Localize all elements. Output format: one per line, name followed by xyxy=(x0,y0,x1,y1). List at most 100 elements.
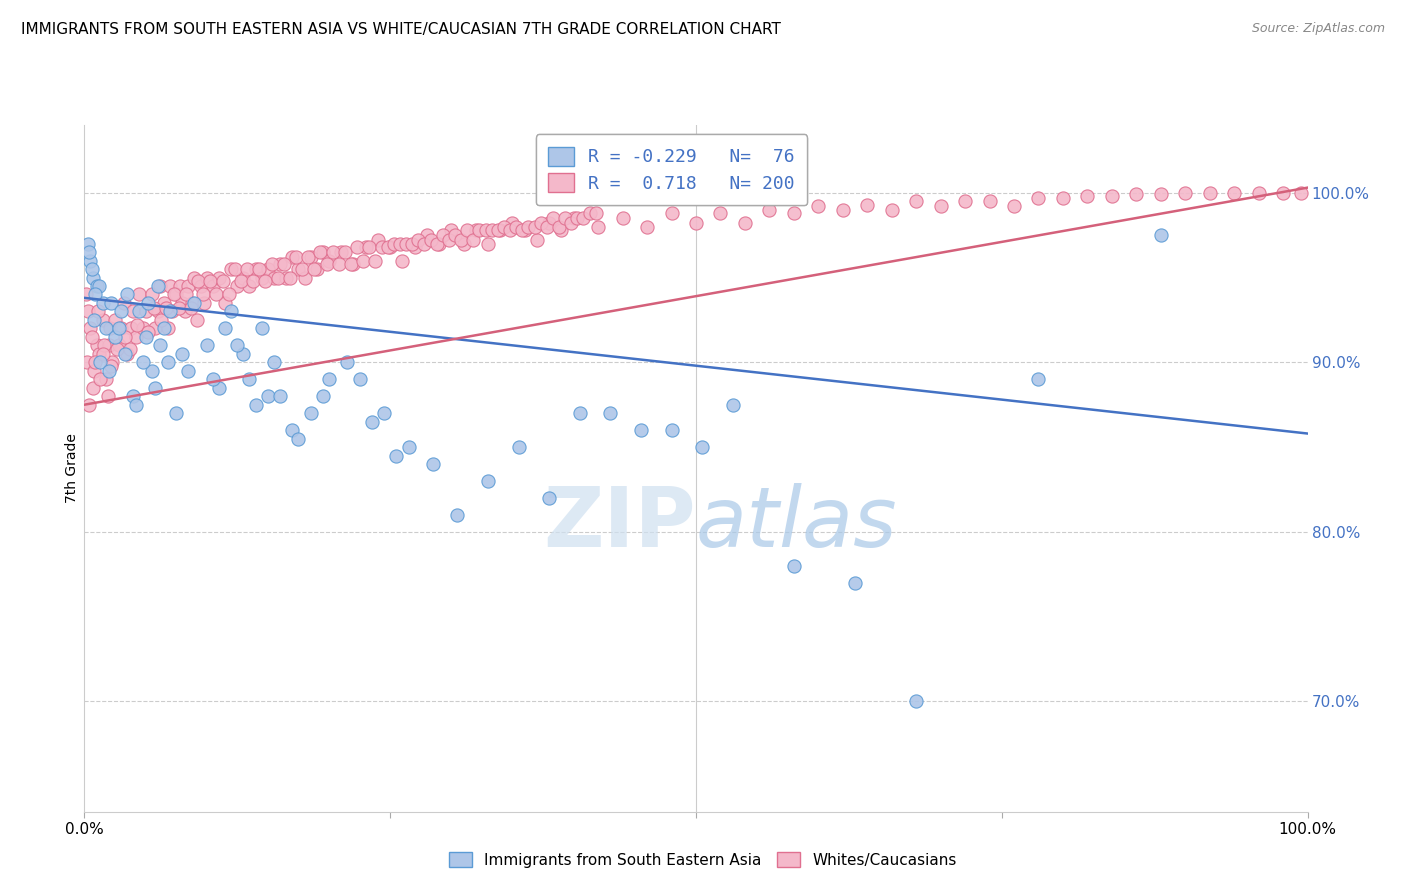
Point xyxy=(505,219,527,234)
Point xyxy=(211,274,233,288)
Point xyxy=(135,330,157,344)
Point xyxy=(299,250,322,264)
Point xyxy=(953,194,976,209)
Point xyxy=(367,233,389,247)
Point xyxy=(174,287,197,301)
Point xyxy=(422,457,444,471)
Point xyxy=(294,270,316,285)
Point xyxy=(180,301,202,315)
Point xyxy=(163,287,186,301)
Point xyxy=(110,304,132,318)
Point xyxy=(195,270,218,285)
Point xyxy=(905,194,928,209)
Point xyxy=(510,223,533,237)
Point xyxy=(97,364,120,378)
Point xyxy=(159,279,181,293)
Point xyxy=(446,508,468,522)
Point xyxy=(318,253,340,268)
Point xyxy=(191,287,214,301)
Point xyxy=(263,355,285,369)
Point xyxy=(83,364,105,378)
Point xyxy=(98,321,121,335)
Point xyxy=(82,270,104,285)
Point xyxy=(517,219,540,234)
Point xyxy=(464,223,486,237)
Point xyxy=(122,304,145,318)
Point xyxy=(190,279,212,293)
Point xyxy=(232,270,254,285)
Point xyxy=(426,236,449,251)
Point xyxy=(100,296,122,310)
Point xyxy=(364,253,387,268)
Point xyxy=(89,355,111,369)
Point xyxy=(404,240,426,254)
Point xyxy=(169,279,191,293)
Point xyxy=(586,219,609,234)
Point xyxy=(831,202,853,217)
Point xyxy=(630,423,652,437)
Point xyxy=(468,223,491,237)
Point xyxy=(96,321,118,335)
Point xyxy=(242,274,264,288)
Point xyxy=(156,355,179,369)
Point xyxy=(146,279,169,293)
Point xyxy=(100,359,122,373)
Point xyxy=(709,206,731,220)
Point xyxy=(181,296,204,310)
Point xyxy=(979,194,1001,209)
Point xyxy=(128,304,150,318)
Point xyxy=(143,301,166,315)
Point xyxy=(1198,186,1220,200)
Point xyxy=(229,274,252,288)
Point xyxy=(183,270,205,285)
Point xyxy=(562,211,585,226)
Point xyxy=(128,287,150,301)
Point xyxy=(502,216,524,230)
Point xyxy=(328,257,350,271)
Point xyxy=(1028,372,1050,386)
Point xyxy=(1272,186,1295,200)
Point xyxy=(125,330,148,344)
Point xyxy=(76,355,98,369)
Point xyxy=(416,228,439,243)
Point xyxy=(107,321,129,335)
Point xyxy=(118,342,141,356)
Point xyxy=(370,240,392,254)
Point xyxy=(87,279,110,293)
Point xyxy=(929,199,952,213)
Point xyxy=(513,223,536,237)
Point xyxy=(526,233,548,247)
Point xyxy=(107,338,129,352)
Point xyxy=(807,199,830,213)
Point xyxy=(238,279,260,293)
Text: ZIP: ZIP xyxy=(544,483,696,564)
Point xyxy=(486,223,509,237)
Point xyxy=(159,304,181,318)
Point xyxy=(844,575,866,590)
Point xyxy=(419,233,441,247)
Point xyxy=(141,364,163,378)
Point xyxy=(224,262,246,277)
Point xyxy=(115,347,138,361)
Point xyxy=(115,287,138,301)
Point xyxy=(388,236,411,251)
Point xyxy=(236,262,259,277)
Point xyxy=(187,274,209,288)
Point xyxy=(585,206,607,220)
Point xyxy=(1291,186,1313,200)
Point xyxy=(110,321,132,335)
Point xyxy=(599,406,621,420)
Point xyxy=(536,219,558,234)
Point xyxy=(250,321,273,335)
Point xyxy=(195,338,218,352)
Point xyxy=(136,296,159,310)
Point xyxy=(226,279,249,293)
Point xyxy=(84,355,107,369)
Point xyxy=(149,338,172,352)
Y-axis label: 7th Grade: 7th Grade xyxy=(65,434,79,503)
Point xyxy=(413,236,436,251)
Point xyxy=(463,233,485,247)
Point xyxy=(690,440,713,454)
Point xyxy=(125,398,148,412)
Point xyxy=(114,347,136,361)
